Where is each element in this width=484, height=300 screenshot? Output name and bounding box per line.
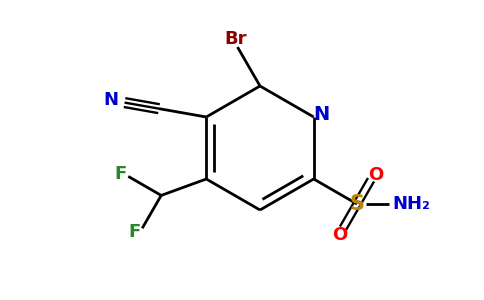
Text: NH₂: NH₂ xyxy=(392,195,430,213)
Text: S: S xyxy=(349,194,364,214)
Text: N: N xyxy=(103,91,118,109)
Text: Br: Br xyxy=(224,30,247,48)
Text: O: O xyxy=(368,166,384,184)
Text: N: N xyxy=(314,106,330,124)
Text: F: F xyxy=(114,165,126,183)
Text: O: O xyxy=(333,226,348,244)
Text: F: F xyxy=(128,223,140,241)
